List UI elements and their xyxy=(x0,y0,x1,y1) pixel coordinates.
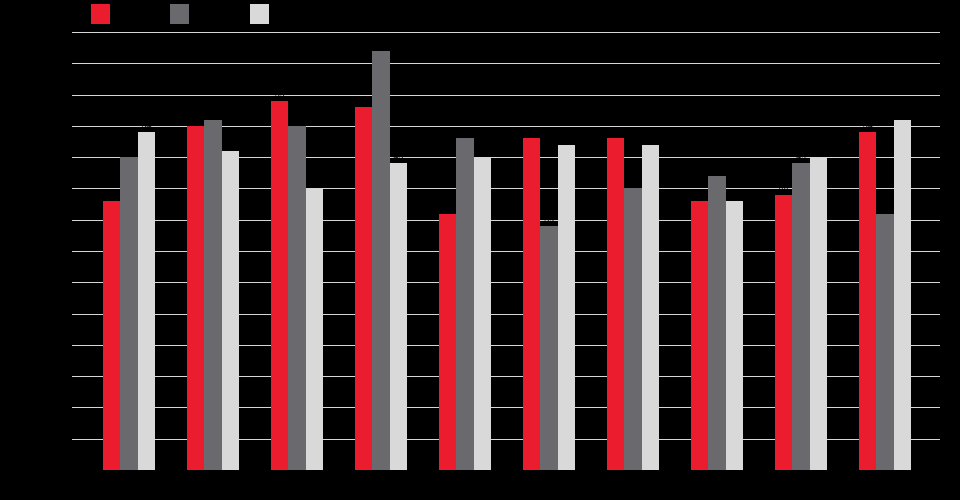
bar-red-group-2 xyxy=(187,125,205,470)
bar-light-gray-group-6 xyxy=(557,144,576,470)
gridline xyxy=(72,188,940,190)
gridline xyxy=(72,344,940,346)
bar-dark-gray-group-6 xyxy=(540,226,558,470)
gridline xyxy=(72,438,940,440)
bar-data-label: 45 xyxy=(309,176,320,187)
bar-data-label: 56 xyxy=(897,107,908,118)
gridline xyxy=(72,94,940,96)
bar-data-label: 53 xyxy=(526,126,537,137)
bar-data-label: 43 xyxy=(694,188,705,199)
y-axis-tick-label: 55 xyxy=(54,120,66,132)
bar-dark-gray-group-9 xyxy=(792,163,810,470)
y-axis-tick-label: 20 xyxy=(54,339,66,351)
y-axis-tick-label: 70 xyxy=(54,27,66,38)
bar-data-label: 50 xyxy=(124,145,135,156)
y-axis-tick-label: 40 xyxy=(54,214,66,226)
bar-data-label: 54 xyxy=(141,120,152,131)
bar-data-label: 53 xyxy=(610,126,621,137)
bar-data-label: 41 xyxy=(442,201,453,212)
legend-swatch-icon xyxy=(170,4,189,24)
bar-red-group-1 xyxy=(103,200,121,470)
gridline xyxy=(72,157,940,159)
y-axis-tick-label: 5 xyxy=(60,433,66,445)
bar-data-label: 51 xyxy=(225,138,236,149)
y-axis-tick-label: 15 xyxy=(54,371,66,383)
gridline xyxy=(72,376,940,378)
y-axis-tick-label: 30 xyxy=(54,277,66,289)
bar-data-label: 55 xyxy=(190,113,201,124)
bar-light-gray-group-4 xyxy=(389,163,408,470)
bar-data-label: 59 xyxy=(274,88,285,99)
bar-dark-gray-group-10 xyxy=(876,213,894,470)
y-axis-tick-label: 35 xyxy=(54,246,66,257)
bar-data-label: 55 xyxy=(292,113,303,124)
bar-data-label: 39 xyxy=(544,214,555,224)
y-axis-tick-label: 25 xyxy=(54,308,66,320)
bar-dark-gray-group-2 xyxy=(204,119,222,470)
bar-red-group-8 xyxy=(691,200,709,470)
bar-light-gray-group-8 xyxy=(725,200,744,470)
bar-dark-gray-group-8 xyxy=(708,175,726,470)
gridline xyxy=(72,407,940,409)
gridline xyxy=(72,219,940,221)
bar-data-label: 47 xyxy=(712,163,723,174)
bar-data-label: 67 xyxy=(376,38,387,49)
bar-data-label: 43 xyxy=(729,188,740,199)
bar-data-label: 49 xyxy=(393,151,404,162)
bar-dark-gray-group-7 xyxy=(624,188,642,470)
bar-data-label: 52 xyxy=(561,132,572,143)
gridline xyxy=(72,32,940,33)
bar-dark-gray-group-5 xyxy=(456,138,474,470)
bar-data-label: 44 xyxy=(778,182,789,193)
bar-data-label: 41 xyxy=(880,201,891,212)
bar-data-label: 53 xyxy=(460,126,471,137)
bar-data-label: 50 xyxy=(813,145,824,156)
gridline xyxy=(72,125,940,127)
y-axis-tick-label: 65 xyxy=(54,58,66,70)
legend-swatch-icon xyxy=(250,4,269,24)
bar-light-gray-group-2 xyxy=(221,150,240,470)
gridline xyxy=(72,313,940,315)
bar-light-gray-group-3 xyxy=(305,188,324,470)
bar-dark-gray-group-4 xyxy=(372,50,390,470)
gridline xyxy=(72,63,940,65)
gridline xyxy=(72,251,940,252)
legend-swatch-icon xyxy=(91,4,110,24)
bar-data-label: 54 xyxy=(862,120,873,131)
bar-red-group-9 xyxy=(775,194,793,470)
bar-red-group-3 xyxy=(271,100,289,470)
bar-red-group-7 xyxy=(607,138,625,470)
bar-data-label: 45 xyxy=(628,176,639,187)
y-axis-tick-label: 45 xyxy=(54,183,66,195)
bar-data-label: 43 xyxy=(106,188,117,199)
bar-data-label: 56 xyxy=(208,107,219,118)
bar-data-label: 49 xyxy=(796,151,807,162)
bar-data-label: 50 xyxy=(477,145,488,156)
bar-red-group-6 xyxy=(523,138,541,470)
gridline xyxy=(72,282,940,284)
bar-red-group-5 xyxy=(439,213,457,470)
bar-data-label: 58 xyxy=(358,95,369,106)
bar-dark-gray-group-3 xyxy=(288,125,306,470)
bar-light-gray-group-7 xyxy=(641,144,660,470)
y-axis-tick-label: 50 xyxy=(54,152,66,164)
y-axis-tick-label: 60 xyxy=(54,89,66,101)
bar-data-label: 52 xyxy=(645,132,656,143)
bar-light-gray-group-5 xyxy=(473,157,492,470)
bar-dark-gray-group-1 xyxy=(120,157,138,470)
y-axis-tick-label: 10 xyxy=(54,402,66,414)
bar-light-gray-group-1 xyxy=(137,132,156,470)
bar-red-group-10 xyxy=(859,132,877,470)
bar-light-gray-group-9 xyxy=(809,157,828,470)
bar-red-group-4 xyxy=(355,107,373,470)
bar-light-gray-group-10 xyxy=(893,119,912,470)
